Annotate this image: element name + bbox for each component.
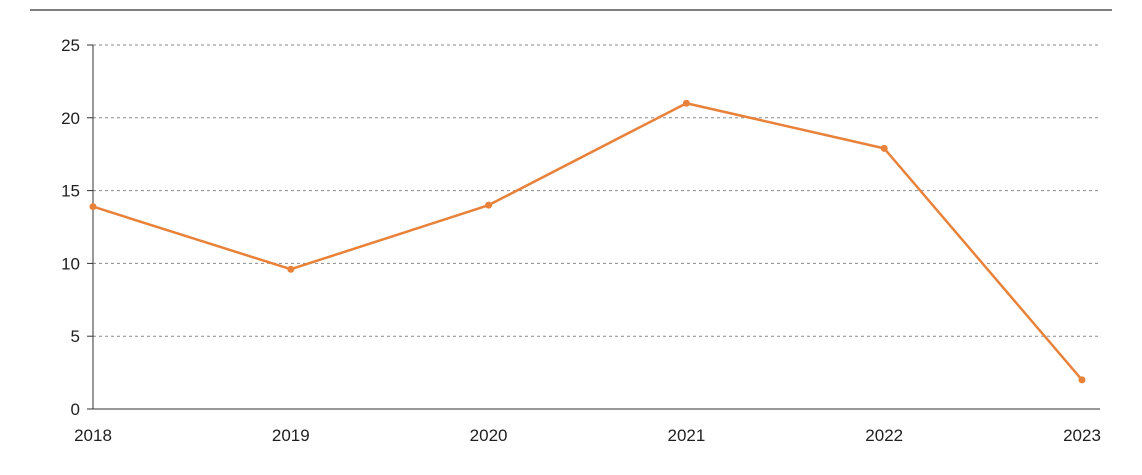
x-tick-label-2021: 2021 <box>667 426 705 445</box>
x-tick-label-2018: 2018 <box>74 426 112 445</box>
y-tick-marks <box>87 44 93 410</box>
series-line <box>92 101 1083 381</box>
x-tick-labels: 2018 2019 2020 2021 2022 2023 <box>74 426 1101 445</box>
data-point-2023 <box>1078 376 1086 384</box>
data-points <box>89 99 1086 384</box>
data-point-2020 <box>485 201 493 209</box>
data-point-2021 <box>682 99 690 107</box>
y-tick-label-25: 25 <box>61 36 80 55</box>
y-tick-label-5: 5 <box>71 327 80 346</box>
data-point-2018 <box>89 203 97 211</box>
x-tick-label-2019: 2019 <box>272 426 310 445</box>
x-tick-label-2020: 2020 <box>470 426 508 445</box>
y-tick-label-10: 10 <box>61 254 80 273</box>
y-tick-label-20: 20 <box>61 109 80 128</box>
x-tick-label-2022: 2022 <box>865 426 903 445</box>
gridlines <box>93 44 1100 337</box>
y-tick-label-15: 15 <box>61 182 80 201</box>
y-tick-labels: 0 5 10 15 20 25 <box>61 36 80 419</box>
y-tick-label-0: 0 <box>71 400 80 419</box>
data-point-2022 <box>880 144 888 152</box>
data-point-2019 <box>287 265 295 273</box>
x-tick-label-2023: 2023 <box>1063 426 1101 445</box>
